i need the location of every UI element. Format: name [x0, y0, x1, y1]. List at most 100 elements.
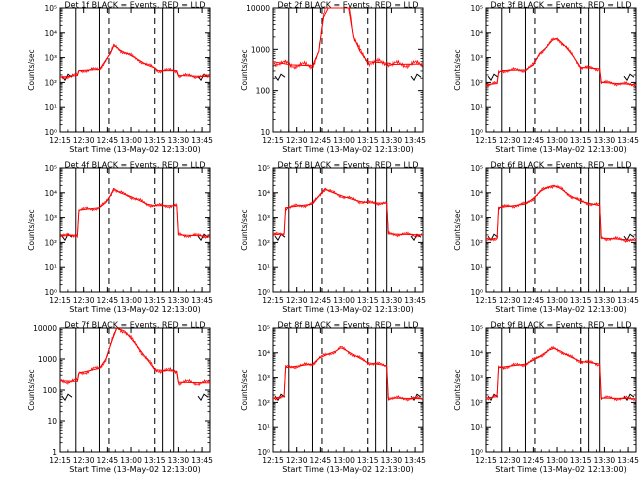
series-noise-lld	[272, 345, 423, 402]
x-tick-label: 12:15	[49, 456, 71, 465]
x-tick-label: 12:45	[97, 296, 119, 305]
y-axis-label: Counts/sec	[453, 49, 462, 90]
x-tick-label: 13:30	[594, 456, 616, 465]
x-tick-label: 13:00	[546, 136, 568, 145]
y-tick-label: 10⁰	[257, 448, 270, 457]
panel-title: Det 7f BLACK = Events, RED = LLD	[64, 321, 205, 330]
plot-frame	[272, 167, 424, 293]
x-tick-label: 13:45	[191, 296, 213, 305]
y-tick-label: 10²	[470, 78, 483, 87]
y-tick-label: 10⁵	[257, 324, 270, 333]
y-tick-label: 10³	[470, 54, 483, 63]
y-tick-label: 10¹	[470, 263, 483, 272]
y-tick-label: 10	[260, 128, 270, 137]
y-tick-label: 10⁰	[470, 448, 483, 457]
panel-4: Det 4f BLACK = Events, RED = LLD 10⁰ 10¹ 10…	[27, 161, 213, 315]
plot-frame	[485, 327, 637, 453]
panel-5: Det 5f BLACK = Events, RED = LLD 10⁰ 10¹ 10…	[240, 161, 426, 315]
y-tick-label: 10⁴	[257, 349, 270, 358]
panel-2: Det 2f BLACK = Events, RED = LLD 10 100 100…	[240, 1, 426, 155]
y-axis-label: Counts/sec	[27, 49, 36, 90]
y-tick-label: 10	[47, 417, 57, 426]
panel-9: Det 9f BLACK = Events, RED = LLD 10⁰ 10¹ 10…	[453, 321, 639, 475]
series-line-lld	[272, 347, 424, 400]
panel-title: Det 9f BLACK = Events, RED = LLD	[490, 321, 631, 330]
x-axis-label: Start Time (13-May-02 12:13:00)	[69, 465, 200, 474]
x-tick-label: 12:15	[49, 296, 71, 305]
y-tick-label: 1000	[38, 355, 57, 364]
x-tick-label: 13:00	[120, 136, 142, 145]
panel-title: Det 3f BLACK = Events, RED = LLD	[490, 1, 631, 10]
y-tick-label: 100	[43, 386, 58, 395]
y-tick-label: 10⁴	[470, 29, 483, 38]
x-tick-label: 12:45	[523, 456, 545, 465]
y-tick-label: 10⁴	[44, 29, 57, 38]
x-tick-label: 12:15	[262, 136, 284, 145]
y-axis-label: Counts/sec	[240, 369, 249, 410]
x-tick-label: 12:45	[310, 296, 332, 305]
y-tick-label: 10³	[470, 374, 483, 383]
series-noise-lld	[272, 187, 423, 238]
series-line-lld	[59, 327, 211, 384]
y-tick-label: 10⁴	[44, 189, 57, 198]
y-tick-label: 10⁵	[44, 4, 57, 13]
x-tick-label: 13:30	[168, 456, 190, 465]
series-noise-lld	[485, 36, 636, 88]
x-tick-label: 13:00	[333, 296, 355, 305]
y-tick-label: 10²	[257, 238, 270, 247]
y-tick-label: 10²	[257, 398, 270, 407]
panel-8: Det 8f BLACK = Events, RED = LLD 10⁰ 10¹ 10…	[240, 321, 426, 475]
x-tick-label: 12:45	[523, 136, 545, 145]
x-tick-label: 12:45	[97, 136, 119, 145]
x-tick-label: 13:30	[594, 136, 616, 145]
events-trace-fragment	[274, 73, 286, 82]
panel-title: Det 1f BLACK = Events, RED = LLD	[64, 1, 205, 10]
y-tick-label: 10³	[470, 214, 483, 223]
x-tick-label: 12:30	[499, 136, 521, 145]
y-tick-label: 10¹	[257, 263, 270, 272]
x-tick-label: 12:15	[475, 136, 497, 145]
y-tick-label: 10⁵	[44, 164, 57, 173]
x-tick-label: 13:45	[404, 136, 426, 145]
x-tick-label: 12:30	[499, 456, 521, 465]
x-tick-label: 12:15	[49, 136, 71, 145]
y-tick-label: 10⁵	[470, 4, 483, 13]
x-tick-label: 13:15	[144, 296, 166, 305]
x-tick-label: 13:15	[570, 136, 592, 145]
y-tick-label: 10¹	[470, 103, 483, 112]
x-tick-label: 13:30	[168, 136, 190, 145]
y-tick-label: 10²	[470, 238, 483, 247]
y-tick-label: 10⁰	[470, 128, 483, 137]
events-trace-fragment	[274, 233, 286, 242]
x-axis-label: Start Time (13-May-02 12:13:00)	[69, 305, 200, 314]
y-axis-label: Counts/sec	[240, 209, 249, 250]
panel-3: Det 3f BLACK = Events, RED = LLD 10⁰ 10¹ 10…	[453, 1, 639, 155]
y-axis-label: Counts/sec	[453, 209, 462, 250]
events-trace-fragment	[197, 73, 209, 82]
x-tick-label: 13:45	[617, 296, 639, 305]
x-tick-label: 13:15	[144, 456, 166, 465]
x-tick-label: 13:00	[546, 456, 568, 465]
plot-frame	[485, 7, 637, 133]
panel-title: Det 4f BLACK = Events, RED = LLD	[64, 161, 205, 170]
x-tick-label: 12:30	[286, 136, 308, 145]
panel-title: Det 5f BLACK = Events, RED = LLD	[277, 161, 418, 170]
x-tick-label: 12:45	[97, 456, 119, 465]
panel-7: Det 7f BLACK = Events, RED = LLD 1 10 100 10…	[27, 321, 213, 475]
x-axis-label: Start Time (13-May-02 12:13:00)	[495, 145, 626, 154]
x-axis-label: Start Time (13-May-02 12:13:00)	[282, 305, 413, 314]
y-tick-label: 1	[52, 448, 57, 457]
y-tick-label: 10⁵	[470, 164, 483, 173]
y-tick-label: 100	[256, 87, 271, 96]
series-noise-lld	[59, 327, 210, 387]
x-tick-label: 12:15	[475, 296, 497, 305]
series-line-lld	[272, 7, 424, 67]
x-tick-label: 12:45	[310, 456, 332, 465]
y-tick-label: 10000	[246, 4, 270, 13]
events-trace-fragment	[410, 73, 422, 82]
x-tick-label: 12:30	[286, 296, 308, 305]
y-tick-label: 10¹	[44, 263, 57, 272]
x-tick-label: 12:30	[73, 296, 95, 305]
series-line-lld	[485, 184, 637, 241]
y-tick-label: 10⁰	[44, 128, 57, 137]
